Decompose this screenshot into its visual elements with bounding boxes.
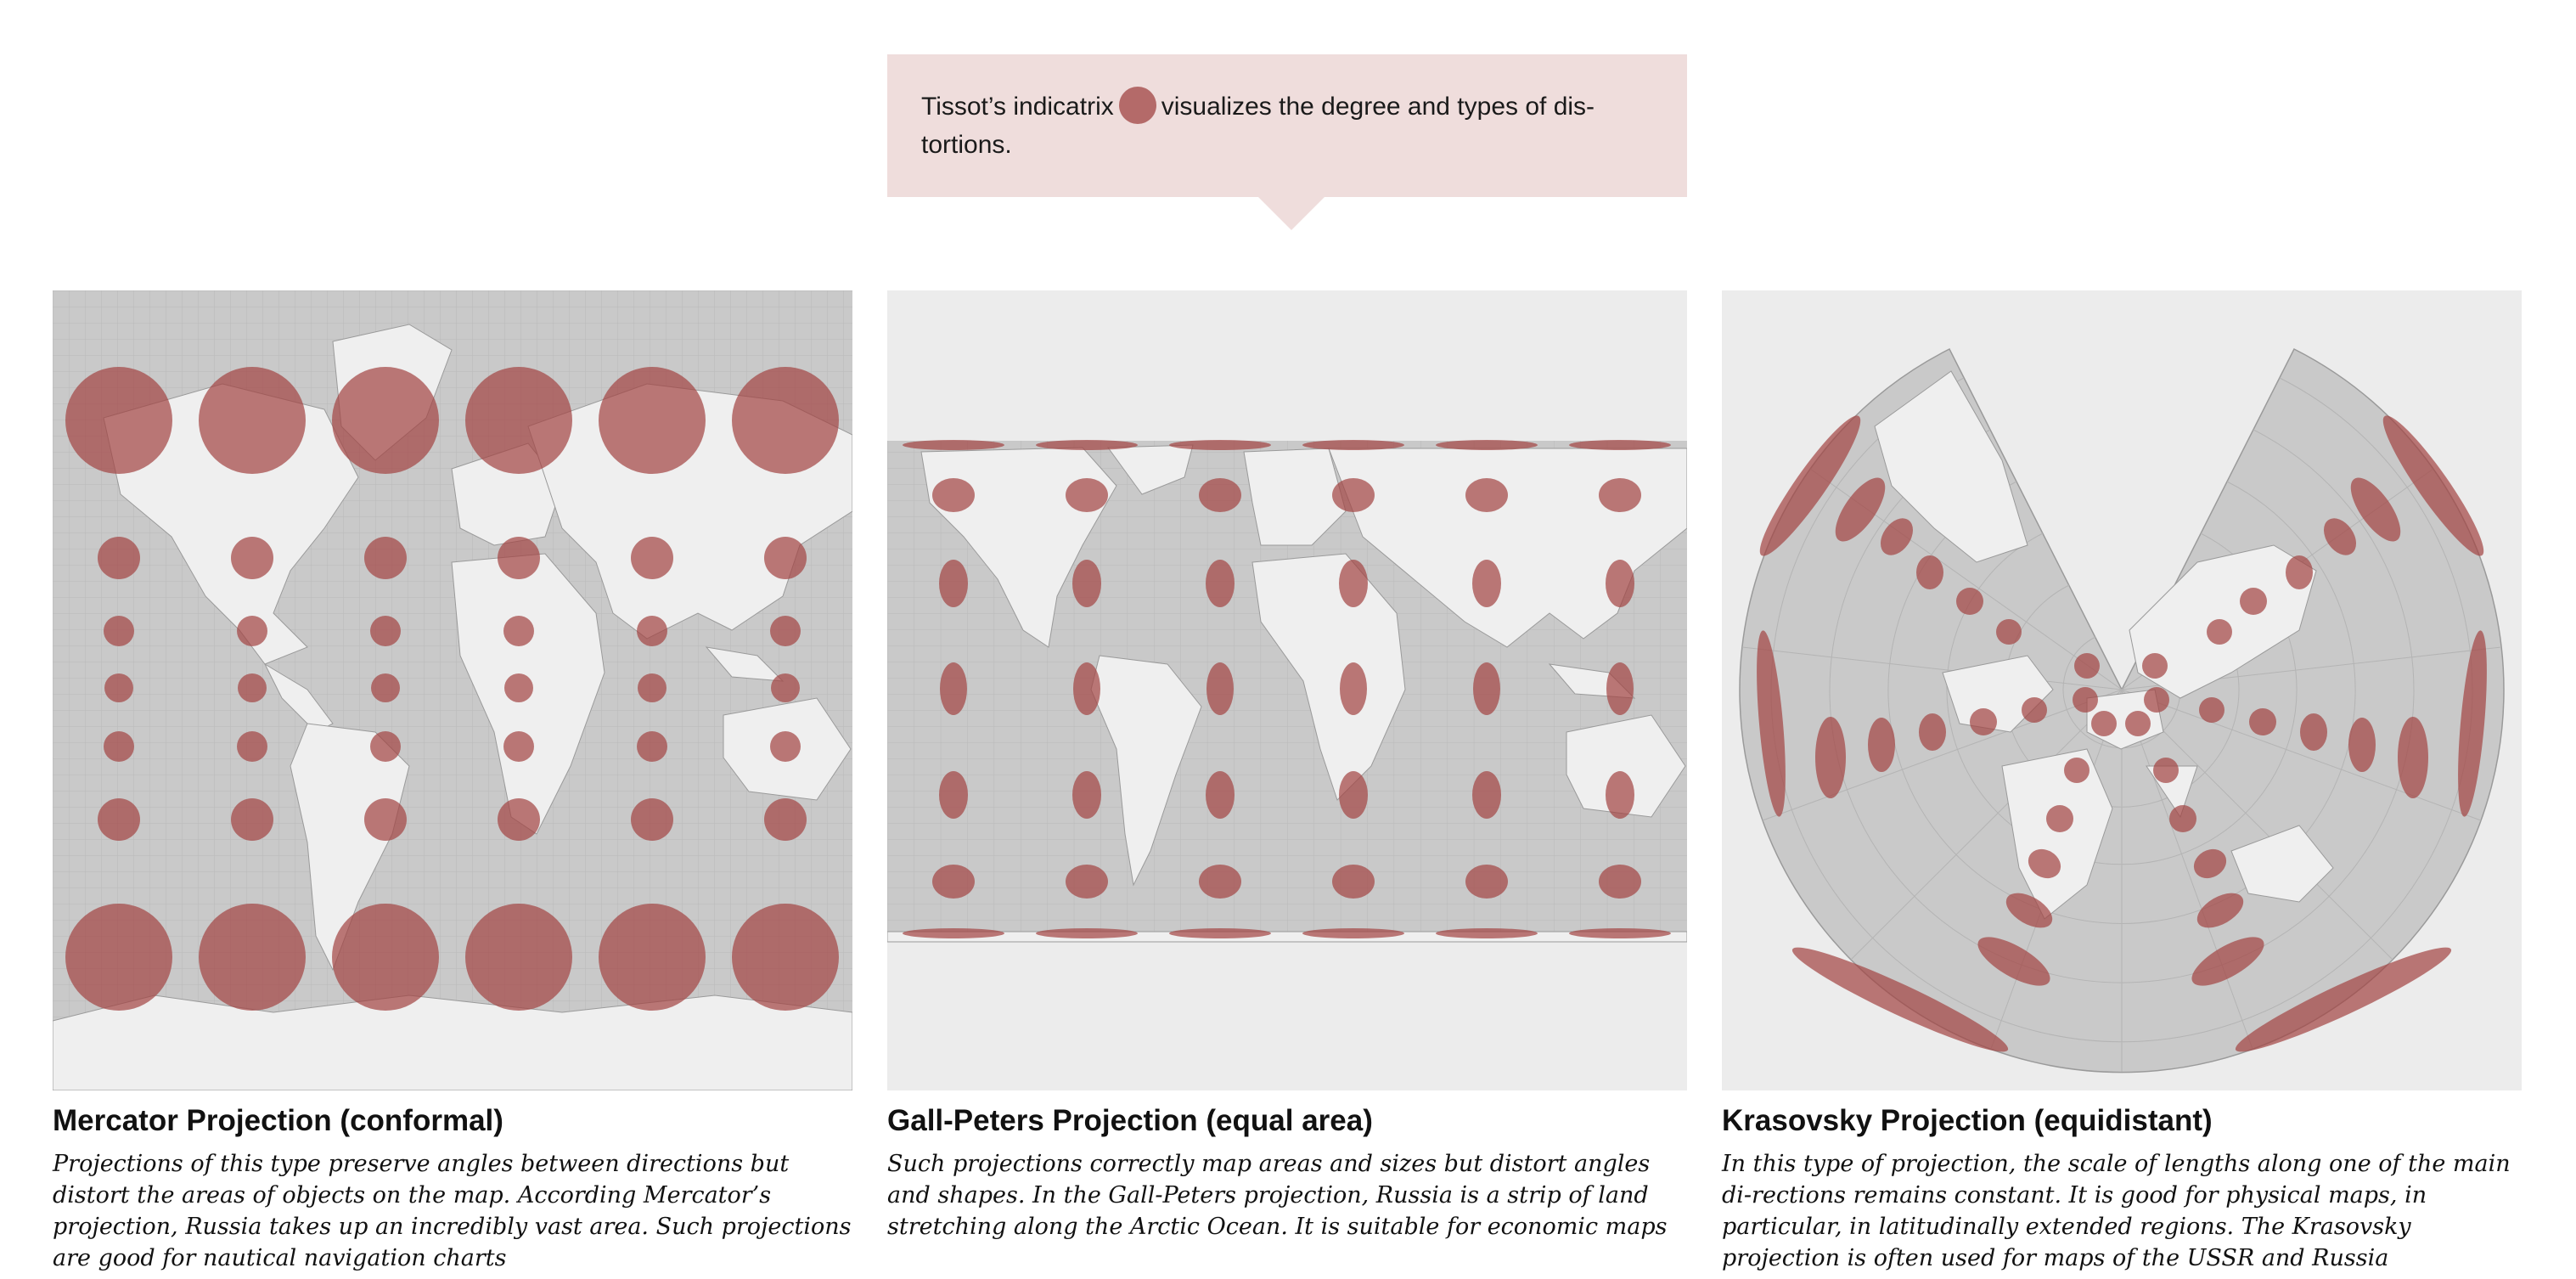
mercator-tissot-ellipses <box>65 367 839 1011</box>
tissot-circle-icon <box>1118 87 1156 124</box>
mercator-title: Mercator Projection (conformal) <box>53 1104 503 1137</box>
callout-text-after: visualizes the degree and types of dis-t… <box>921 93 1595 159</box>
gall-peters-tissot-ellipses <box>903 440 1671 938</box>
krasovsky-title: Krasovsky Projection (equidistant) <box>1722 1104 2213 1137</box>
gall-peters-description: Such projections correctly map areas and… <box>887 1151 1668 1240</box>
gall-peters-title: Gall-Peters Projection (equal area) <box>887 1104 1373 1137</box>
callout-text-before: Tissot’s indicatrix <box>921 93 1114 121</box>
callout-pointer <box>1257 196 1325 230</box>
krasovsky-map <box>1722 290 2522 1090</box>
krasovsky-tissot-ellipses <box>1757 415 2487 1052</box>
gall-peters-map <box>887 290 1687 1090</box>
krasovsky-description: In this type of projection, the scale of… <box>1722 1151 2511 1271</box>
tissot-callout: Tissot’s indicatrix visualizes the degree… <box>887 54 1687 197</box>
mercator-map <box>53 290 852 1090</box>
mercator-description: Projections of this type preserve angles… <box>53 1151 852 1271</box>
